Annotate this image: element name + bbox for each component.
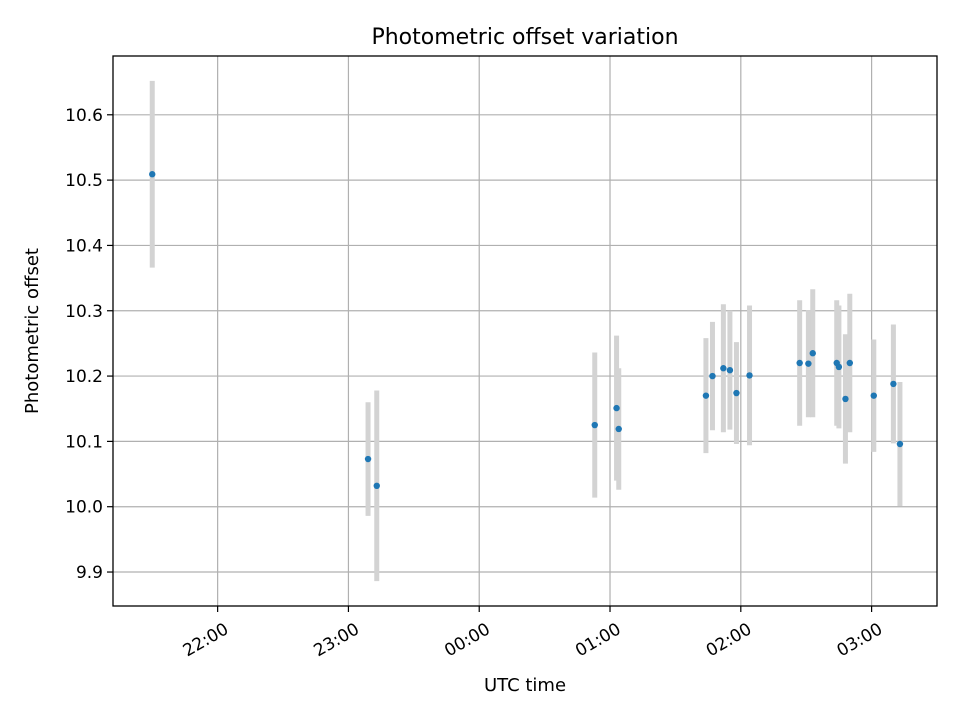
y-tick-label: 10.5 [65, 171, 103, 191]
y-tick-label: 10.3 [65, 302, 103, 322]
data-point [809, 350, 816, 357]
data-point [805, 360, 812, 367]
data-point [835, 363, 843, 371]
data-point [746, 372, 753, 379]
y-axis-label: Photometric offset [22, 248, 43, 414]
y-tick-label: 10.1 [65, 432, 103, 452]
y-tick-label: 10.4 [65, 236, 103, 256]
data-point [796, 359, 803, 367]
y-tick-label: 10.0 [65, 498, 103, 518]
data-point [870, 392, 877, 399]
data-point [726, 366, 734, 374]
chart-title: Photometric offset variation [371, 25, 678, 50]
y-tick-label: 9.9 [76, 563, 103, 583]
data-point [149, 171, 156, 178]
data-point [591, 421, 598, 429]
data-point [615, 425, 622, 433]
data-point [890, 380, 897, 388]
y-tick-label: 10.2 [65, 367, 103, 387]
data-point [896, 440, 904, 448]
y-tick-label: 10.6 [65, 106, 103, 126]
data-point [709, 372, 716, 380]
data-point [373, 482, 380, 490]
data-point [733, 389, 740, 397]
data-point [720, 365, 727, 372]
data-point [846, 359, 854, 367]
data-point [613, 404, 620, 412]
grid [113, 56, 937, 606]
data-points [149, 171, 904, 490]
data-point [702, 392, 710, 399]
plot-frame [112, 55, 938, 607]
data-point [842, 395, 849, 403]
x-axis-label: UTC time [484, 675, 566, 696]
data-point [364, 455, 372, 463]
